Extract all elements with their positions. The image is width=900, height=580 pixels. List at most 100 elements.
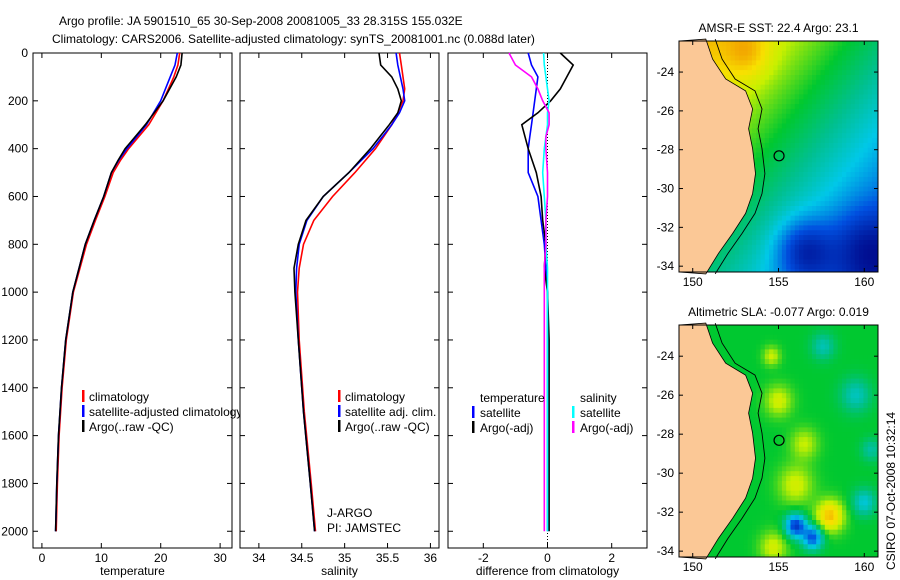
map-cell: [799, 515, 804, 521]
map-cell: [816, 162, 821, 168]
map-cell: [773, 45, 779, 52]
map-cell: [816, 500, 821, 506]
map-cell: [867, 244, 873, 251]
map-cell: [803, 325, 809, 331]
map-cell: [850, 329, 856, 336]
map-cell: [747, 123, 753, 129]
map-cell: [863, 162, 869, 168]
map-cell: [781, 364, 787, 370]
x-tick-label: 0: [544, 551, 551, 565]
map-cell: [872, 325, 877, 331]
y-tick-label: 1000: [1, 285, 28, 299]
map-cell: [743, 50, 748, 56]
map-cell: [747, 249, 753, 255]
map-cell: [769, 451, 774, 457]
map-cell: [846, 398, 851, 404]
map-cell: [867, 529, 873, 535]
map-cell: [807, 186, 813, 192]
series-line-argo-raw-qc-: [54, 52, 183, 532]
map-cell: [829, 94, 834, 100]
map-cell: [820, 162, 826, 168]
map-cell: [760, 339, 766, 345]
map-cell: [816, 524, 821, 531]
map-cell: [781, 451, 787, 457]
map-cell: [781, 383, 787, 389]
map-cell: [786, 108, 791, 115]
map-cell: [713, 264, 718, 270]
map-cell: [829, 89, 834, 95]
map-cell: [812, 442, 817, 448]
map-cell: [794, 172, 800, 178]
map-cell: [876, 94, 879, 100]
map-cell: [837, 388, 843, 394]
map-cell: [807, 152, 813, 158]
map-cell: [790, 403, 796, 409]
map-cell: [833, 147, 839, 154]
map-cell: [760, 75, 766, 81]
map-cell: [764, 206, 770, 212]
map-cell: [721, 45, 727, 52]
map-cell: [837, 481, 843, 487]
map-cell: [837, 422, 843, 428]
map-cell: [747, 544, 753, 550]
map-cell: [863, 354, 869, 360]
map-cell: [820, 461, 826, 467]
map-cell: [854, 325, 860, 331]
map-cell: [854, 55, 860, 61]
map-cell: [717, 554, 723, 558]
map-cell: [833, 55, 839, 61]
map-cell: [842, 349, 847, 355]
map-cell: [833, 485, 839, 492]
map-cell: [773, 495, 779, 501]
map-cell: [807, 403, 813, 409]
map-cell: [769, 196, 774, 202]
map-cell: [769, 75, 774, 81]
map-cell: [837, 495, 843, 501]
map-cell: [867, 70, 873, 76]
map-cell: [764, 515, 770, 521]
map-cell: [739, 529, 744, 535]
map-cell: [760, 383, 766, 389]
map-cell: [803, 466, 809, 472]
map-cell: [854, 471, 860, 477]
map-cell: [812, 210, 817, 217]
map-cell: [876, 349, 879, 355]
map-cell: [867, 84, 873, 90]
map-cell: [790, 60, 796, 66]
map-cell: [743, 520, 748, 526]
map-cell: [829, 412, 834, 418]
map-cell: [743, 524, 748, 531]
map-cell: [846, 167, 851, 173]
map-cell: [837, 368, 843, 375]
map-cell: [717, 339, 723, 345]
map-cell: [867, 128, 873, 134]
map-cell: [794, 104, 800, 110]
map-cell: [833, 152, 839, 158]
map-cell: [842, 147, 847, 154]
map-cell: [876, 254, 879, 260]
map-cell: [773, 176, 779, 183]
map-cell: [756, 133, 761, 139]
map-cell: [846, 354, 851, 360]
map-cell: [859, 123, 864, 129]
map-cell: [769, 60, 774, 66]
map-cell: [854, 403, 860, 409]
map-cell: [734, 264, 740, 270]
map-cell: [863, 544, 869, 550]
map-cell: [872, 201, 877, 207]
map-cell: [854, 481, 860, 487]
map-cell: [872, 481, 877, 487]
map-cell: [773, 215, 779, 221]
map-cell: [786, 94, 791, 100]
map-cell: [730, 75, 736, 81]
map-cell: [807, 500, 813, 506]
map-cell: [743, 220, 748, 226]
map-cell: [863, 383, 869, 389]
map-cell: [756, 99, 761, 105]
map-cell: [794, 534, 800, 540]
map-cell: [842, 157, 847, 163]
map-cell: [867, 412, 873, 418]
map-cell: [756, 55, 761, 61]
map-cell: [820, 201, 826, 207]
map-cell: [790, 254, 796, 260]
